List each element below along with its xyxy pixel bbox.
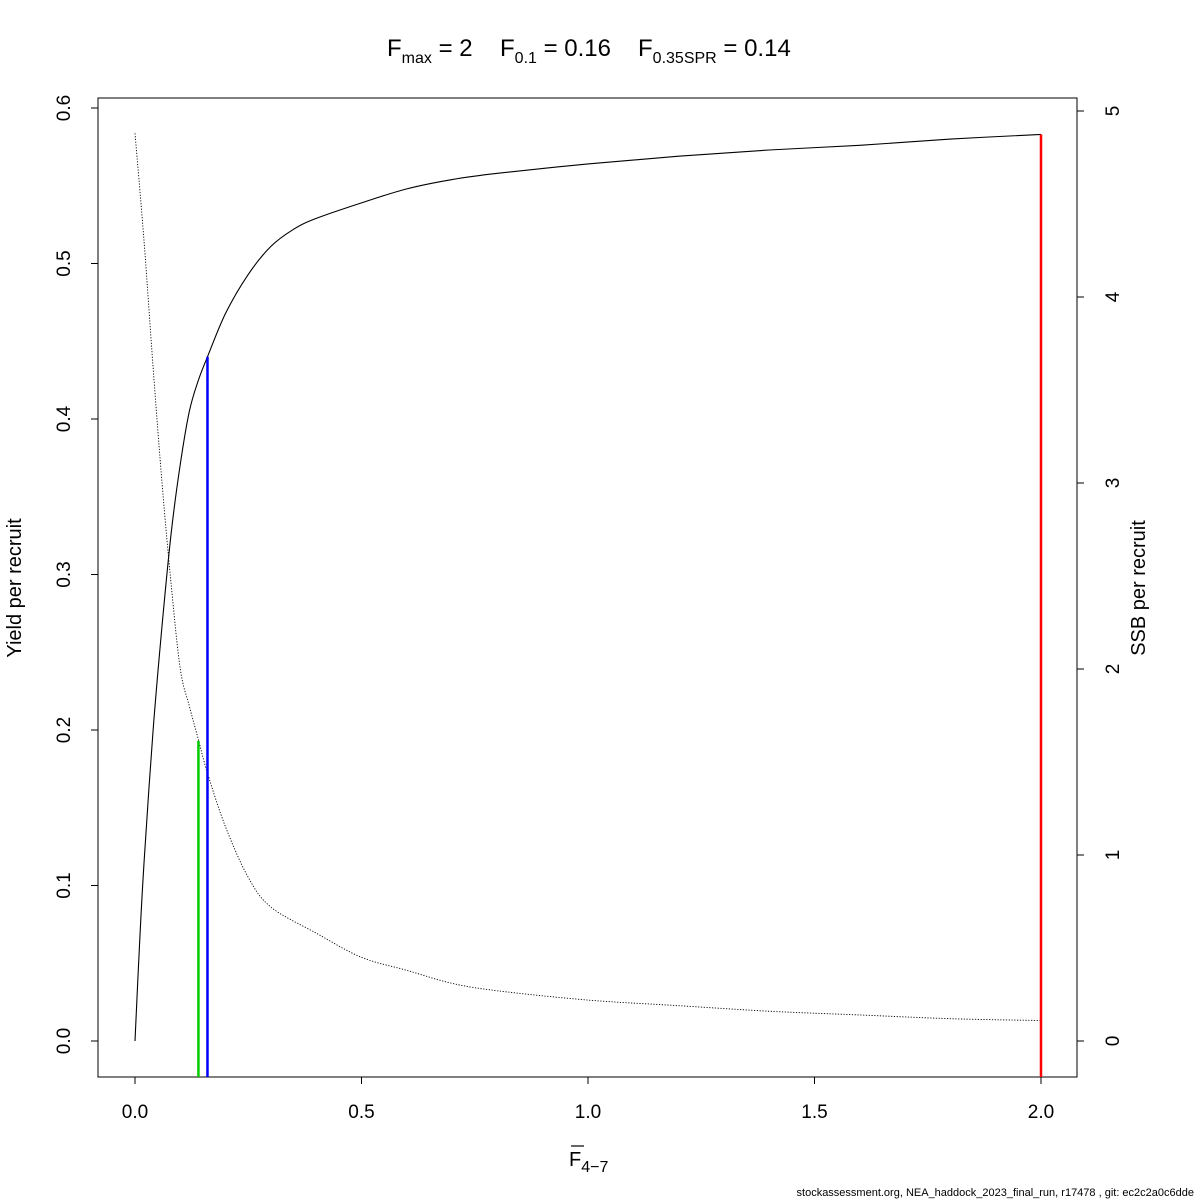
x-tick-label: 2.0 xyxy=(1028,1102,1054,1123)
y-left-tick-label: 0.5 xyxy=(54,250,75,276)
x-tick-label: 0.5 xyxy=(348,1102,374,1123)
ssb-per-recruit-line xyxy=(134,133,1042,1021)
y-left-tick-label: 0.0 xyxy=(54,1028,75,1054)
y-left-tick-label: 0.1 xyxy=(54,872,75,898)
y-axis-right-title: SSB per recruit xyxy=(1128,520,1150,656)
title-f01: F0.1 = 0.16 xyxy=(500,35,611,67)
footer-text: stockassessment.org, NEA_haddock_2023_fi… xyxy=(797,1187,1194,1199)
x-tick-label: 0.0 xyxy=(122,1102,148,1123)
x-tick-label: 1.5 xyxy=(801,1102,827,1123)
y-right-tick-label: 0 xyxy=(1103,1036,1124,1047)
y-left-tick-label: 0.4 xyxy=(54,405,75,432)
y-right-tick-label: 4 xyxy=(1103,291,1124,302)
y-left-tick-label: 0.6 xyxy=(54,95,75,121)
reference-lines xyxy=(197,134,1043,1077)
plot-frame xyxy=(97,97,1078,1078)
x-tick-label: 1.0 xyxy=(575,1102,601,1123)
series-layer xyxy=(134,133,1042,1042)
x-axis-title: F4−7 xyxy=(569,1145,608,1176)
y-right-tick-label: 5 xyxy=(1103,106,1124,117)
y-right-tick-label: 2 xyxy=(1103,664,1124,675)
title-fspr: F0.35SPR = 0.14 xyxy=(638,35,791,67)
y-left-tick-label: 0.3 xyxy=(54,561,75,587)
title-fmax: Fmax = 2 xyxy=(387,35,473,67)
x-axis-title-text: F4−7 xyxy=(569,1149,608,1176)
yield-per-recruit-line xyxy=(134,133,1042,1042)
y-axis-left-title: Yield per recruit xyxy=(4,518,26,658)
axis-ticks: 0.0 0.5 1.0 1.5 2.0 0.0 0.1 0.2 0.3 0.4 0.5 0.6 0 1 2 3… xyxy=(54,95,1124,1123)
y-right-tick-label: 3 xyxy=(1103,478,1124,489)
y-right-tick-label: 1 xyxy=(1103,850,1124,861)
y-left-tick-label: 0.2 xyxy=(54,717,75,743)
